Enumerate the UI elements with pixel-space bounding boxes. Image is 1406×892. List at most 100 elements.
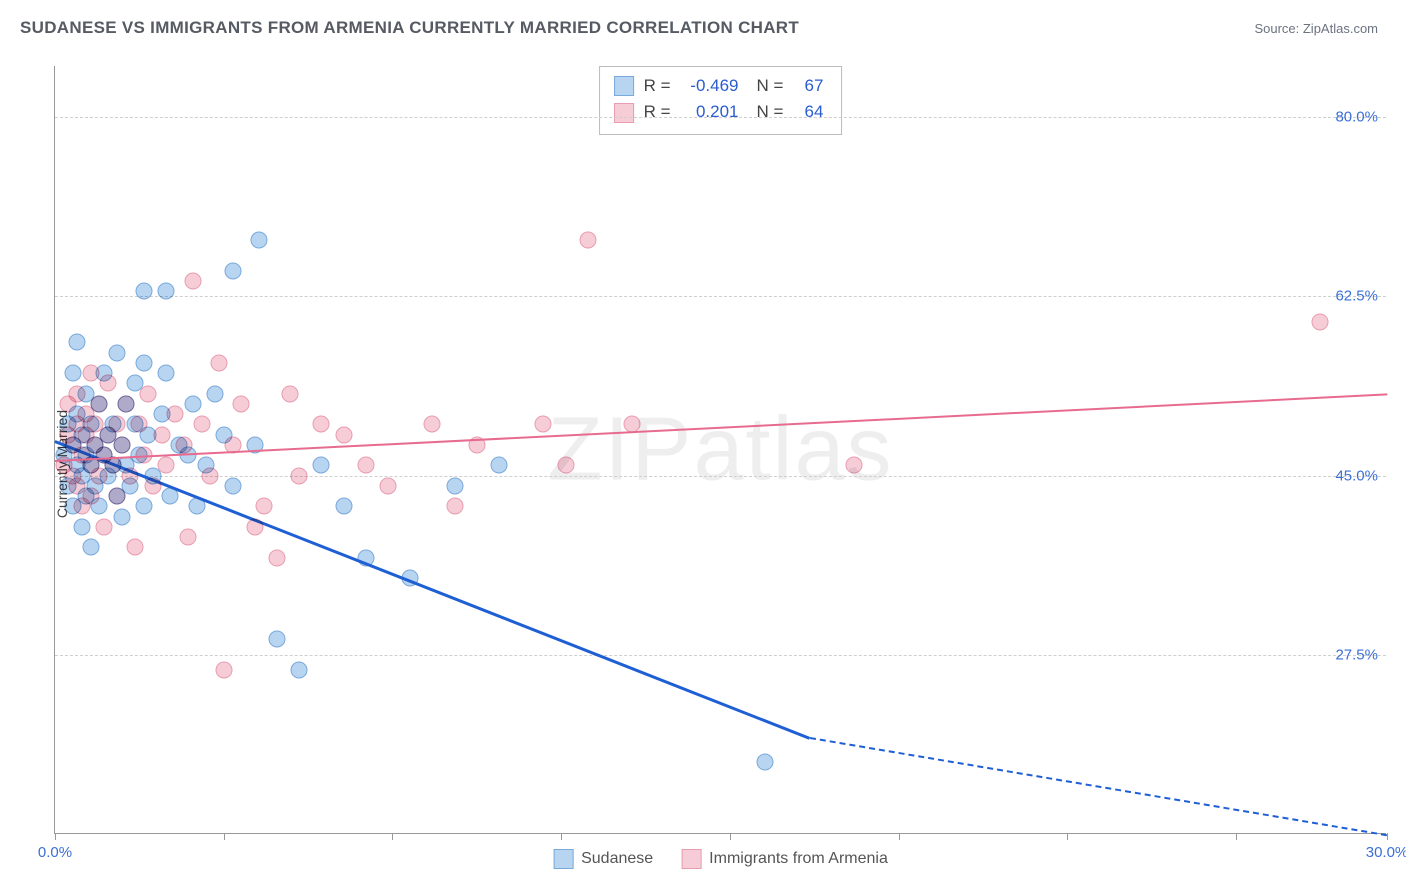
- scatter-point: [202, 467, 219, 484]
- scatter-point: [82, 488, 99, 505]
- scatter-point: [224, 262, 241, 279]
- r-value: -0.469: [681, 73, 739, 99]
- scatter-point: [109, 488, 126, 505]
- x-tick: [1236, 833, 1237, 840]
- x-tick-label: 30.0%: [1366, 844, 1406, 861]
- watermark-text: ZIPatlas: [547, 398, 893, 501]
- chart-legend: Sudanese Immigrants from Armenia: [553, 849, 888, 869]
- scatter-point: [535, 416, 552, 433]
- x-tick: [561, 833, 562, 840]
- scatter-point: [64, 365, 81, 382]
- r-value: 0.201: [681, 99, 739, 125]
- scatter-point: [113, 508, 130, 525]
- scatter-point: [135, 354, 152, 371]
- source-label: Source: ZipAtlas.com: [1254, 21, 1378, 36]
- scatter-point: [82, 365, 99, 382]
- y-tick-label: 62.5%: [1335, 288, 1378, 305]
- scatter-point: [313, 416, 330, 433]
- scatter-point: [335, 498, 352, 515]
- r-label: R =: [644, 99, 671, 125]
- scatter-point: [424, 416, 441, 433]
- scatter-point: [251, 232, 268, 249]
- scatter-point: [158, 283, 175, 300]
- scatter-point: [109, 344, 126, 361]
- scatter-point: [135, 283, 152, 300]
- stats-row: R = -0.469 N = 67: [614, 73, 824, 99]
- scatter-point: [91, 395, 108, 412]
- series-swatch-icon: [614, 103, 634, 123]
- legend-item: Sudanese: [553, 849, 653, 869]
- y-tick-label: 80.0%: [1335, 109, 1378, 126]
- scatter-point: [140, 385, 157, 402]
- scatter-point: [357, 457, 374, 474]
- y-tick-label: 27.5%: [1335, 646, 1378, 663]
- scatter-point: [95, 518, 112, 535]
- scatter-point: [166, 406, 183, 423]
- legend-item: Immigrants from Armenia: [681, 849, 888, 869]
- n-label: N =: [757, 73, 784, 99]
- stats-row: R = 0.201 N = 64: [614, 99, 824, 125]
- scatter-point: [135, 498, 152, 515]
- scatter-point: [69, 385, 86, 402]
- scatter-point: [158, 365, 175, 382]
- scatter-point: [846, 457, 863, 474]
- scatter-point: [380, 477, 397, 494]
- series-swatch-icon: [614, 76, 634, 96]
- scatter-point: [335, 426, 352, 443]
- scatter-point: [158, 457, 175, 474]
- scatter-point: [211, 354, 228, 371]
- x-tick: [224, 833, 225, 840]
- legend-swatch-icon: [681, 849, 701, 869]
- chart-container: Currently Married ZIPatlas R =-0.469N =6…: [0, 44, 1406, 884]
- scatter-point: [82, 539, 99, 556]
- plot-area: ZIPatlas R =-0.469N =67R =0.201N =64 Sud…: [54, 66, 1386, 834]
- scatter-point: [246, 518, 263, 535]
- n-label: N =: [757, 99, 784, 125]
- x-tick: [55, 833, 56, 840]
- scatter-point: [224, 477, 241, 494]
- x-tick-label: 0.0%: [38, 844, 72, 861]
- trend-line: [55, 440, 811, 739]
- r-label: R =: [644, 73, 671, 99]
- scatter-point: [446, 498, 463, 515]
- scatter-point: [184, 395, 201, 412]
- scatter-point: [180, 529, 197, 546]
- scatter-point: [291, 467, 308, 484]
- scatter-point: [184, 273, 201, 290]
- x-tick: [899, 833, 900, 840]
- scatter-point: [291, 662, 308, 679]
- scatter-point: [73, 518, 90, 535]
- scatter-point: [313, 457, 330, 474]
- chart-title: SUDANESE VS IMMIGRANTS FROM ARMENIA CURR…: [20, 18, 799, 38]
- scatter-point: [113, 436, 130, 453]
- y-tick-label: 45.0%: [1335, 467, 1378, 484]
- scatter-point: [144, 477, 161, 494]
- scatter-point: [100, 375, 117, 392]
- scatter-point: [491, 457, 508, 474]
- x-tick: [1067, 833, 1068, 840]
- legend-label: Immigrants from Armenia: [709, 850, 888, 868]
- scatter-point: [193, 416, 210, 433]
- legend-swatch-icon: [553, 849, 573, 869]
- scatter-point: [109, 416, 126, 433]
- x-tick: [730, 833, 731, 840]
- legend-label: Sudanese: [581, 850, 653, 868]
- scatter-point: [131, 416, 148, 433]
- correlation-stats-box: R = -0.469 N = 67 R = 0.201 N = 64: [599, 66, 843, 135]
- scatter-point: [206, 385, 223, 402]
- scatter-point: [215, 662, 232, 679]
- scatter-point: [233, 395, 250, 412]
- trend-line-dashed: [810, 737, 1388, 836]
- scatter-point: [579, 232, 596, 249]
- scatter-point: [446, 477, 463, 494]
- n-value: 64: [793, 99, 823, 125]
- scatter-point: [126, 539, 143, 556]
- scatter-point: [255, 498, 272, 515]
- n-value: 67: [793, 73, 823, 99]
- scatter-point: [118, 395, 135, 412]
- trend-line: [55, 394, 1387, 463]
- scatter-point: [1312, 314, 1329, 331]
- scatter-point: [175, 436, 192, 453]
- gridline-h: [55, 476, 1386, 477]
- x-tick: [392, 833, 393, 840]
